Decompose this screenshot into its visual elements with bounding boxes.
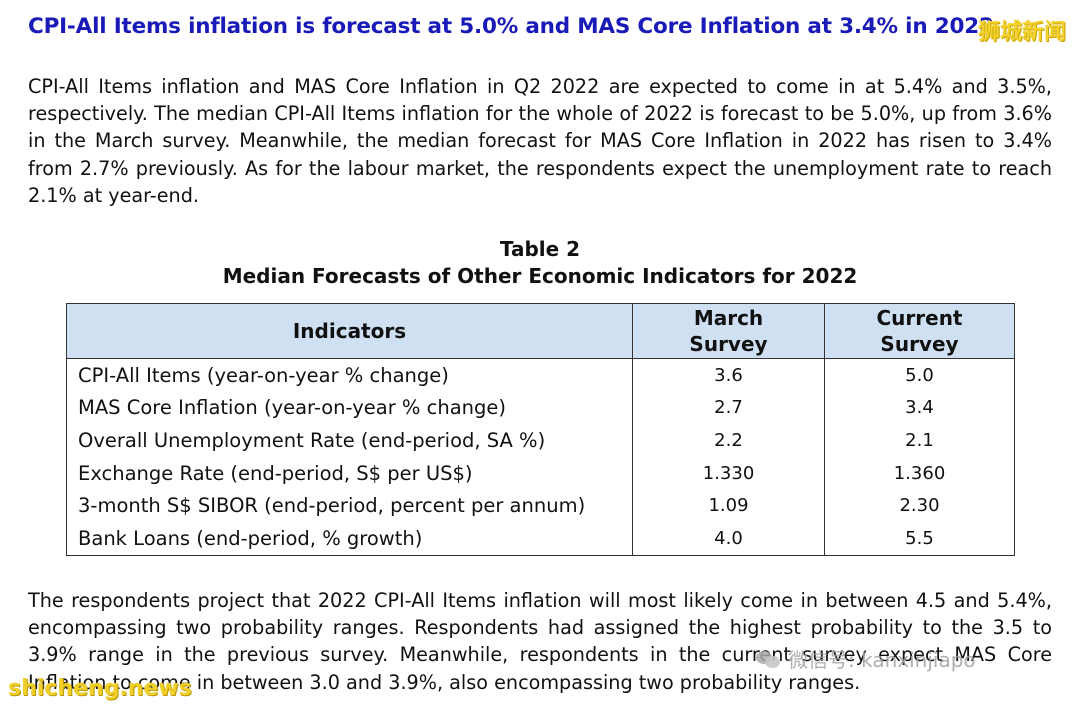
wechat-icon bbox=[756, 649, 782, 669]
table-row: CPI-All Items (year-on-year % change) 3.… bbox=[66, 358, 1015, 392]
row-march-value: 2.2 bbox=[632, 424, 825, 457]
table-row: Bank Loans (end-period, % growth) 4.0 5.… bbox=[66, 521, 1015, 556]
row-march-value: 1.09 bbox=[632, 489, 825, 522]
header-indicators: Indicators bbox=[66, 303, 633, 359]
header-current-line1: Current bbox=[876, 306, 963, 330]
row-current-value: 3.4 bbox=[824, 391, 1015, 425]
row-indicator: Overall Unemployment Rate (end-period, S… bbox=[66, 424, 633, 457]
table-row: Overall Unemployment Rate (end-period, S… bbox=[66, 424, 1015, 457]
table-header-row: Indicators March Survey Current Survey bbox=[66, 303, 1015, 359]
wechat-id-text: 微信号: kanxinjiapo bbox=[788, 648, 976, 672]
header-current-survey: Current Survey bbox=[824, 303, 1015, 359]
row-march-value: 4.0 bbox=[632, 521, 825, 556]
row-current-value: 5.5 bbox=[824, 521, 1015, 556]
indicators-table: Indicators March Survey Current Survey C… bbox=[66, 303, 1015, 556]
row-current-value: 2.1 bbox=[824, 424, 1015, 457]
row-indicator: MAS Core Inflation (year-on-year % chang… bbox=[66, 391, 633, 425]
table-row: Exchange Rate (end-period, S$ per US$) 1… bbox=[66, 456, 1015, 490]
page-heading: CPI-All Items inflation is forecast at 5… bbox=[28, 14, 994, 39]
header-march-line2: Survey bbox=[689, 332, 768, 356]
table-row: MAS Core Inflation (year-on-year % chang… bbox=[66, 391, 1015, 425]
watermark-logo-top: 狮城新闻 bbox=[977, 20, 1066, 45]
row-indicator: CPI-All Items (year-on-year % change) bbox=[66, 358, 633, 392]
row-march-value: 1.330 bbox=[632, 456, 825, 490]
table-number: Table 2 bbox=[499, 237, 581, 261]
table-row: 3-month S$ SIBOR (end-period, percent pe… bbox=[66, 489, 1015, 522]
row-current-value: 2.30 bbox=[824, 489, 1015, 522]
row-march-value: 2.7 bbox=[632, 391, 825, 425]
row-march-value: 3.6 bbox=[632, 358, 825, 392]
header-current-line2: Survey bbox=[880, 332, 959, 356]
header-march-survey: March Survey bbox=[632, 303, 825, 359]
paragraph-probability: The respondents project that 2022 CPI-Al… bbox=[28, 589, 1052, 694]
row-indicator: 3-month S$ SIBOR (end-period, percent pe… bbox=[66, 489, 633, 522]
paragraph-intro: CPI-All Items inflation and MAS Core Inf… bbox=[28, 75, 1052, 207]
row-current-value: 5.0 bbox=[824, 358, 1015, 392]
watermark-site-bottom: shicheng.news bbox=[8, 676, 192, 701]
row-current-value: 1.360 bbox=[824, 456, 1015, 490]
row-indicator: Exchange Rate (end-period, S$ per US$) bbox=[66, 456, 633, 490]
wechat-watermark: 微信号: kanxinjiapo bbox=[756, 644, 976, 673]
table-title: Median Forecasts of Other Economic Indic… bbox=[222, 264, 858, 288]
row-indicator: Bank Loans (end-period, % growth) bbox=[66, 521, 633, 556]
header-march-line1: March bbox=[693, 306, 764, 330]
